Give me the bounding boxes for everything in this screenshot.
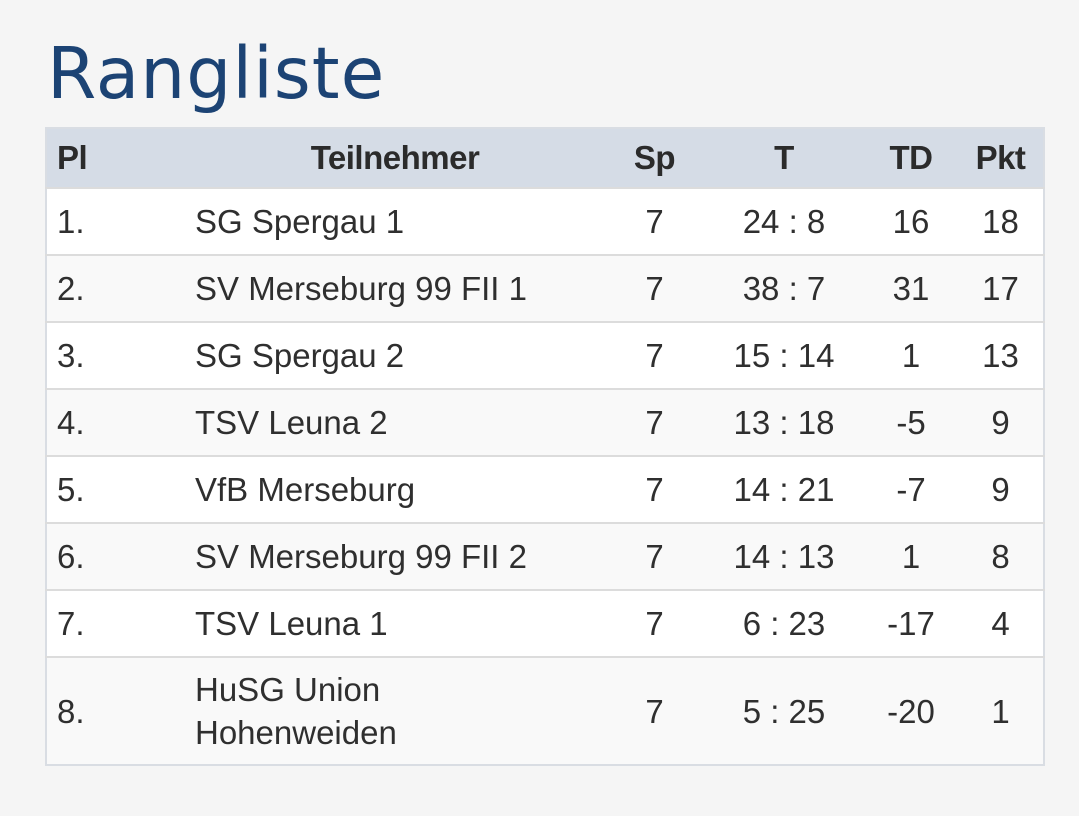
table-header: Pl Teilnehmer Sp T TD Pkt <box>46 128 1044 188</box>
cell-goals: 38 : 7 <box>704 254 864 322</box>
table-body: 1. SG Spergau 1 7 24 : 8 16 18 2. SV Mer… <box>46 187 1044 765</box>
table-row: 1. SG Spergau 1 7 24 : 8 16 18 <box>46 187 1044 255</box>
column-header-sp: Sp <box>633 139 676 176</box>
cell-goal-diff: -20 <box>864 656 958 765</box>
cell-team-name: HuSG Union Hohenweiden <box>185 656 605 765</box>
cell-goals: 13 : 18 <box>704 388 864 456</box>
cell-place: 2. <box>46 254 185 322</box>
cell-place: 6. <box>46 522 185 590</box>
cell-games: 7 <box>605 254 704 322</box>
cell-team-name: VfB Merseburg <box>185 455 605 523</box>
cell-games: 7 <box>605 589 704 657</box>
cell-goal-diff: -7 <box>864 455 958 523</box>
cell-games: 7 <box>605 455 704 523</box>
column-header-pl: Pl <box>57 139 88 176</box>
column-header-t: T <box>774 139 794 176</box>
cell-points: 9 <box>958 455 1044 523</box>
team-name-line: Hohenweiden <box>195 714 397 751</box>
cell-points: 4 <box>958 589 1044 657</box>
cell-games: 7 <box>605 321 704 389</box>
table-row: 8. HuSG Union Hohenweiden 7 5 : 25 -20 1 <box>46 656 1044 765</box>
cell-team-name: SV Merseburg 99 FII 1 <box>185 254 605 322</box>
cell-points: 18 <box>958 187 1044 255</box>
header-row: Pl Teilnehmer Sp T TD Pkt <box>46 128 1044 188</box>
team-name-line: HuSG Union <box>195 671 381 708</box>
column-header-pkt: Pkt <box>975 139 1026 176</box>
table-row: 2. SV Merseburg 99 FII 1 7 38 : 7 31 17 <box>46 254 1044 322</box>
table-row: 7. TSV Leuna 1 7 6 : 23 -17 4 <box>46 589 1044 657</box>
cell-place: 4. <box>46 388 185 456</box>
cell-team-name: SG Spergau 2 <box>185 321 605 389</box>
cell-goals: 14 : 13 <box>704 522 864 590</box>
cell-goal-diff: 1 <box>864 321 958 389</box>
cell-place: 8. <box>46 656 185 765</box>
page-title: Rangliste <box>47 32 386 115</box>
cell-points: 8 <box>958 522 1044 590</box>
ranking-table: Pl Teilnehmer Sp T TD Pkt 1. SG Spergau … <box>45 127 1045 766</box>
cell-team-name: TSV Leuna 1 <box>185 589 605 657</box>
cell-goal-diff: -5 <box>864 388 958 456</box>
cell-goals: 6 : 23 <box>704 589 864 657</box>
cell-goal-diff: 31 <box>864 254 958 322</box>
cell-points: 13 <box>958 321 1044 389</box>
cell-place: 3. <box>46 321 185 389</box>
cell-goals: 14 : 21 <box>704 455 864 523</box>
table-row: 6. SV Merseburg 99 FII 2 7 14 : 13 1 8 <box>46 522 1044 590</box>
cell-team-name: TSV Leuna 2 <box>185 388 605 456</box>
cell-place: 7. <box>46 589 185 657</box>
cell-goals: 5 : 25 <box>704 656 864 765</box>
cell-points: 1 <box>958 656 1044 765</box>
column-header-teilnehmer: Teilnehmer <box>310 139 480 176</box>
cell-games: 7 <box>605 388 704 456</box>
cell-games: 7 <box>605 522 704 590</box>
cell-points: 17 <box>958 254 1044 322</box>
table-row: 3. SG Spergau 2 7 15 : 14 1 13 <box>46 321 1044 389</box>
cell-place: 5. <box>46 455 185 523</box>
table-row: 5. VfB Merseburg 7 14 : 21 -7 9 <box>46 455 1044 523</box>
cell-points: 9 <box>958 388 1044 456</box>
cell-goals: 15 : 14 <box>704 321 864 389</box>
cell-goal-diff: 1 <box>864 522 958 590</box>
table-row: 4. TSV Leuna 2 7 13 : 18 -5 9 <box>46 388 1044 456</box>
cell-team-name: SG Spergau 1 <box>185 187 605 255</box>
cell-team-name: SV Merseburg 99 FII 2 <box>185 522 605 590</box>
column-header-td: TD <box>889 139 934 176</box>
cell-games: 7 <box>605 656 704 765</box>
cell-goals: 24 : 8 <box>704 187 864 255</box>
cell-games: 7 <box>605 187 704 255</box>
cell-goal-diff: -17 <box>864 589 958 657</box>
cell-goal-diff: 16 <box>864 187 958 255</box>
cell-place: 1. <box>46 187 185 255</box>
